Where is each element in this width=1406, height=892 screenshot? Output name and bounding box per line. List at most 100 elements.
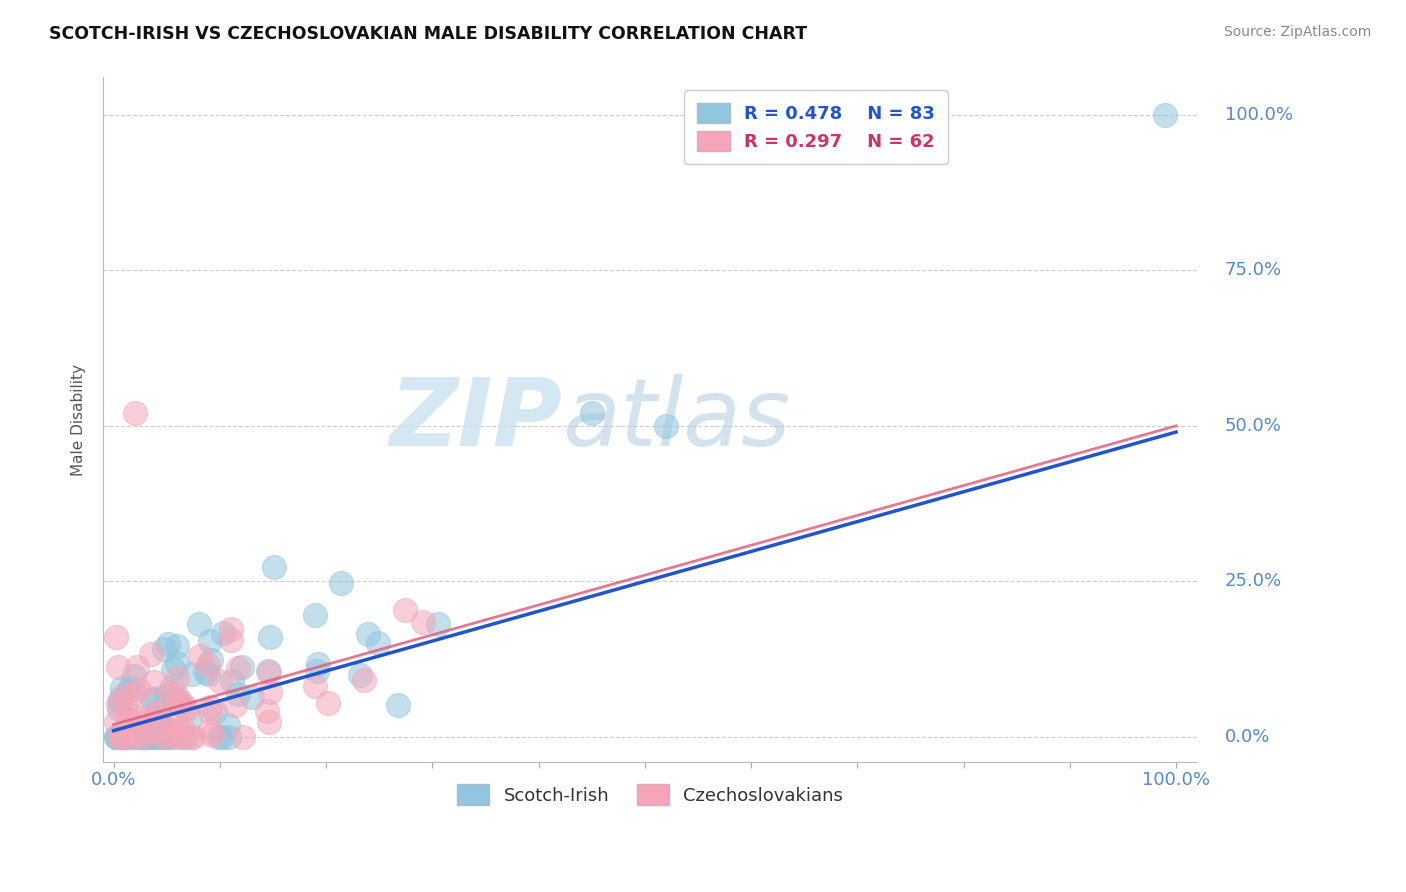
Scotch-Irish xyxy=(218,730,240,744)
Czechoslovakians xyxy=(128,710,150,724)
Scotch-Irish xyxy=(357,627,380,641)
Czechoslovakians xyxy=(131,730,153,744)
Scotch-Irish xyxy=(149,730,172,744)
Scotch-Irish xyxy=(188,616,211,631)
Czechoslovakians xyxy=(141,648,163,662)
Scotch-Irish xyxy=(125,730,148,744)
Czechoslovakians xyxy=(221,633,243,648)
Scotch-Irish xyxy=(207,730,229,744)
Scotch-Irish xyxy=(148,701,170,715)
Scotch-Irish xyxy=(148,730,170,744)
Scotch-Irish xyxy=(226,687,249,701)
Czechoslovakians xyxy=(394,603,416,617)
Scotch-Irish xyxy=(166,656,188,670)
Scotch-Irish xyxy=(349,668,371,682)
Text: SCOTCH-IRISH VS CZECHOSLOVAKIAN MALE DISABILITY CORRELATION CHART: SCOTCH-IRISH VS CZECHOSLOVAKIAN MALE DIS… xyxy=(49,25,807,43)
Scotch-Irish xyxy=(155,728,177,742)
Czechoslovakians xyxy=(170,720,193,734)
Czechoslovakians xyxy=(112,688,135,702)
Czechoslovakians xyxy=(166,671,188,685)
Scotch-Irish xyxy=(134,730,156,744)
Scotch-Irish xyxy=(104,730,127,744)
Scotch-Irish xyxy=(1154,108,1177,122)
Scotch-Irish xyxy=(204,706,226,720)
Scotch-Irish xyxy=(194,665,217,680)
Scotch-Irish xyxy=(132,730,155,744)
Scotch-Irish xyxy=(104,730,127,744)
Scotch-Irish xyxy=(115,730,138,744)
Scotch-Irish xyxy=(155,688,177,702)
Scotch-Irish xyxy=(108,702,131,716)
Czechoslovakians xyxy=(172,696,194,710)
Text: Source: ZipAtlas.com: Source: ZipAtlas.com xyxy=(1223,25,1371,39)
Scotch-Irish xyxy=(179,711,201,725)
Czechoslovakians xyxy=(224,698,246,712)
Czechoslovakians xyxy=(318,696,340,710)
Scotch-Irish xyxy=(122,669,145,683)
Legend: Scotch-Irish, Czechoslovakians: Scotch-Irish, Czechoslovakians xyxy=(449,775,852,814)
Scotch-Irish xyxy=(152,730,174,744)
Scotch-Irish xyxy=(367,636,389,650)
Scotch-Irish xyxy=(135,730,157,744)
Text: 75.0%: 75.0% xyxy=(1225,261,1282,279)
Czechoslovakians xyxy=(127,660,149,674)
Scotch-Irish xyxy=(162,680,184,694)
Scotch-Irish xyxy=(156,730,179,744)
Czechoslovakians xyxy=(412,615,434,630)
Czechoslovakians xyxy=(256,705,278,719)
Scotch-Irish xyxy=(129,730,152,744)
Text: 50.0%: 50.0% xyxy=(1225,417,1282,434)
Scotch-Irish xyxy=(217,718,239,732)
Czechoslovakians xyxy=(108,730,131,744)
Czechoslovakians xyxy=(165,712,187,726)
Czechoslovakians xyxy=(117,712,139,726)
Czechoslovakians xyxy=(159,687,181,701)
Scotch-Irish xyxy=(114,730,136,744)
Scotch-Irish xyxy=(211,626,233,640)
Text: 100.0%: 100.0% xyxy=(1142,771,1211,789)
Czechoslovakians xyxy=(166,695,188,709)
Czechoslovakians xyxy=(197,657,219,672)
Scotch-Irish xyxy=(138,730,160,744)
Scotch-Irish xyxy=(211,730,233,744)
Czechoslovakians xyxy=(107,660,129,674)
Scotch-Irish xyxy=(120,681,142,696)
Scotch-Irish xyxy=(197,667,219,681)
Text: 0.0%: 0.0% xyxy=(1225,728,1270,746)
Scotch-Irish xyxy=(170,730,193,744)
Czechoslovakians xyxy=(232,730,254,744)
Scotch-Irish xyxy=(114,730,136,744)
Scotch-Irish xyxy=(166,640,188,654)
Text: atlas: atlas xyxy=(562,374,790,465)
Scotch-Irish xyxy=(581,406,603,420)
Scotch-Irish xyxy=(426,617,449,632)
Text: 100.0%: 100.0% xyxy=(1225,106,1292,124)
Scotch-Irish xyxy=(162,662,184,676)
Czechoslovakians xyxy=(259,715,281,730)
Scotch-Irish xyxy=(231,660,253,674)
Scotch-Irish xyxy=(139,730,162,744)
Scotch-Irish xyxy=(259,630,281,644)
Scotch-Irish xyxy=(221,673,243,688)
Czechoslovakians xyxy=(156,726,179,740)
Czechoslovakians xyxy=(159,723,181,737)
Czechoslovakians xyxy=(125,724,148,739)
Czechoslovakians xyxy=(181,730,204,744)
Czechoslovakians xyxy=(172,730,194,744)
Czechoslovakians xyxy=(180,730,202,744)
Czechoslovakians xyxy=(176,702,198,716)
Scotch-Irish xyxy=(157,696,180,710)
Scotch-Irish xyxy=(307,657,329,672)
Scotch-Irish xyxy=(135,730,157,744)
Scotch-Irish xyxy=(174,730,197,744)
Scotch-Irish xyxy=(198,634,221,648)
Czechoslovakians xyxy=(128,683,150,698)
Scotch-Irish xyxy=(330,576,353,591)
Scotch-Irish xyxy=(107,730,129,744)
Scotch-Irish xyxy=(167,694,190,708)
Scotch-Irish xyxy=(156,637,179,651)
Scotch-Irish xyxy=(141,691,163,706)
Scotch-Irish xyxy=(263,560,285,574)
Scotch-Irish xyxy=(111,681,134,695)
Text: ZIP: ZIP xyxy=(389,374,562,466)
